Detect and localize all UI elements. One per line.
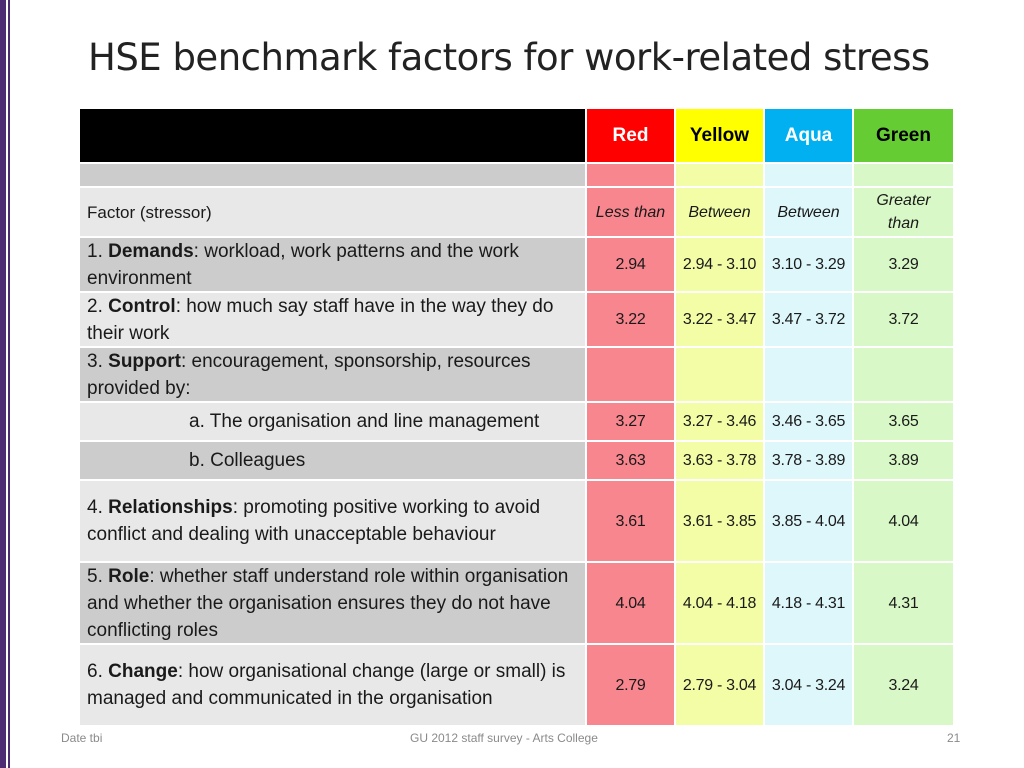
footer-survey: GU 2012 staff survey - Arts College: [410, 731, 598, 745]
control-green: 3.72: [854, 293, 953, 346]
role-red: 4.04: [587, 563, 674, 643]
organisation-yellow: 3.27 - 3.46: [676, 403, 763, 440]
organisation-aqua: 3.46 - 3.65: [765, 403, 852, 440]
header-aqua: Aqua: [765, 109, 852, 162]
spacer-red: [587, 164, 674, 186]
factor-support-organisation: a. The organisation and line management: [80, 403, 585, 440]
spacer-green: [854, 164, 953, 186]
subheader-between-aqua: Between: [765, 188, 852, 236]
demands-green: 3.29: [854, 238, 953, 291]
factor-change: 6. Change: how organisational change (la…: [80, 645, 585, 725]
factor-relationships: 4. Relationships: promoting positive wor…: [80, 481, 585, 561]
change-yellow: 2.79 - 3.04: [676, 645, 763, 725]
factor-demands: 1. Demands: workload, work patterns and …: [80, 238, 585, 291]
relationships-aqua: 3.85 - 4.04: [765, 481, 852, 561]
left-accent-bar: [0, 0, 10, 768]
spacer-yellow: [676, 164, 763, 186]
relationships-red: 3.61: [587, 481, 674, 561]
header-blank: [80, 109, 585, 162]
factor-header: Factor (stressor): [80, 188, 585, 236]
colleagues-aqua: 3.78 - 3.89: [765, 442, 852, 479]
demands-yellow: 2.94 - 3.10: [676, 238, 763, 291]
control-yellow: 3.22 - 3.47: [676, 293, 763, 346]
role-yellow: 4.04 - 4.18: [676, 563, 763, 643]
header-red: Red: [587, 109, 674, 162]
header-green: Green: [854, 109, 953, 162]
colleagues-yellow: 3.63 - 3.78: [676, 442, 763, 479]
support-yellow: [676, 348, 763, 401]
role-green: 4.31: [854, 563, 953, 643]
relationships-green: 4.04: [854, 481, 953, 561]
subheader-greater-than: Greater than: [854, 188, 953, 236]
spacer-aqua: [765, 164, 852, 186]
relationships-yellow: 3.61 - 3.85: [676, 481, 763, 561]
support-green: [854, 348, 953, 401]
slide-title: HSE benchmark factors for work-related s…: [88, 36, 930, 79]
change-green: 3.24: [854, 645, 953, 725]
demands-aqua: 3.10 - 3.29: [765, 238, 852, 291]
subheader-less-than: Less than: [587, 188, 674, 236]
factor-control: 2. Control: how much say staff have in t…: [80, 293, 585, 346]
change-aqua: 3.04 - 3.24: [765, 645, 852, 725]
footer-date: Date tbi: [61, 731, 103, 745]
colleagues-red: 3.63: [587, 442, 674, 479]
role-aqua: 4.18 - 4.31: [765, 563, 852, 643]
benchmark-table: Red Yellow Aqua Green Factor (stressor) …: [80, 109, 953, 725]
support-red: [587, 348, 674, 401]
colleagues-green: 3.89: [854, 442, 953, 479]
control-red: 3.22: [587, 293, 674, 346]
organisation-green: 3.65: [854, 403, 953, 440]
support-aqua: [765, 348, 852, 401]
control-aqua: 3.47 - 3.72: [765, 293, 852, 346]
organisation-red: 3.27: [587, 403, 674, 440]
change-red: 2.79: [587, 645, 674, 725]
footer-page-number: 21: [947, 731, 961, 745]
factor-role: 5. Role: whether staff understand role w…: [80, 563, 585, 643]
accent-stripe-thin: [8, 0, 10, 768]
accent-stripe-thick: [0, 0, 6, 768]
factor-support-colleagues: b. Colleagues: [80, 442, 585, 479]
subheader-between-yellow: Between: [676, 188, 763, 236]
spacer-row: [80, 164, 585, 186]
factor-support: 3. Support: encouragement, sponsorship, …: [80, 348, 585, 401]
header-yellow: Yellow: [676, 109, 763, 162]
demands-red: 2.94: [587, 238, 674, 291]
